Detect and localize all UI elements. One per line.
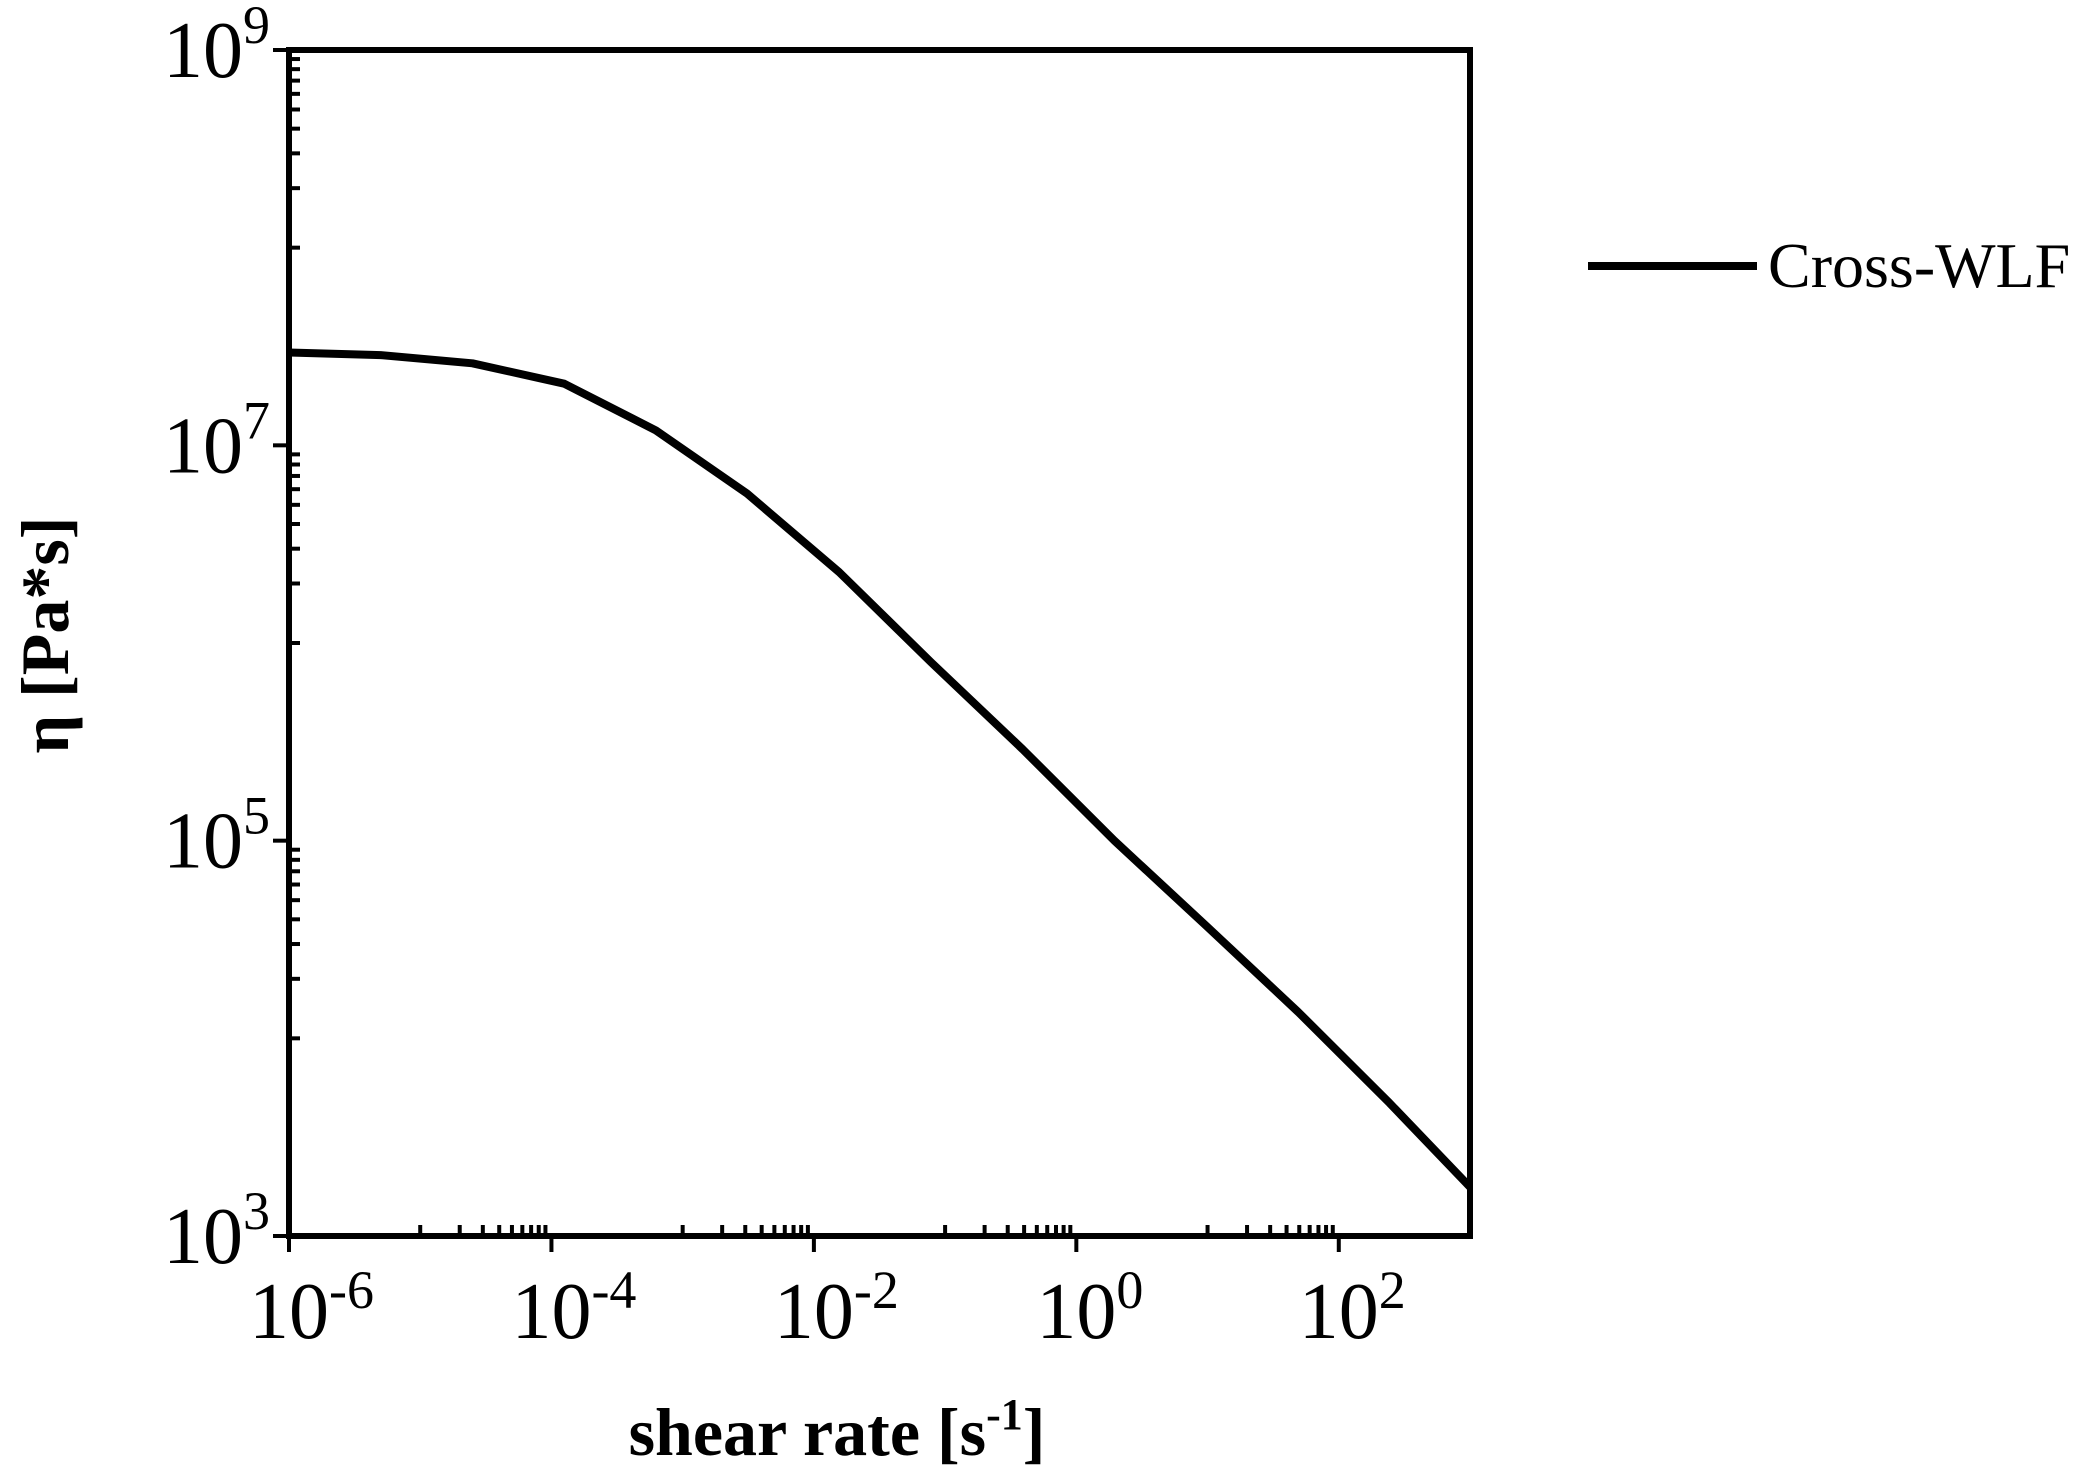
x-tick-label-exponent: -4 (591, 1260, 636, 1320)
x-tick-label-exponent: 2 (1379, 1260, 1406, 1320)
x-axis-title-text: shear rate [s (629, 1394, 987, 1470)
plot-series (288, 348, 1473, 1190)
plot-frame (286, 47, 1473, 1239)
x-tick-label: 10-2 (774, 1260, 899, 1356)
y-tick-label-exponent: 3 (243, 1181, 270, 1241)
x-tick-label-base: 10 (1036, 1268, 1116, 1356)
y-tick-label: 109 (163, 0, 270, 95)
x-tick-label: 10-4 (511, 1260, 636, 1356)
legend: Cross-WLF (1588, 230, 2070, 301)
x-tick-label: 100 (1036, 1260, 1143, 1356)
legend-label-cross-wlf: Cross-WLF (1768, 230, 2070, 301)
y-tick-label: 107 (163, 390, 270, 490)
x-tick-label-exponent: -6 (329, 1260, 374, 1320)
y-tick-label-base: 10 (163, 402, 243, 490)
x-axis-title-suffix: ] (1023, 1394, 1046, 1470)
y-tick-label-exponent: 7 (243, 390, 270, 450)
x-tick-label-base: 10 (511, 1268, 591, 1356)
x-tick-label-exponent: 0 (1116, 1260, 1143, 1320)
x-tick-label: 102 (1299, 1260, 1406, 1356)
x-tick-label-base: 10 (249, 1268, 329, 1356)
x-tick-label: 10-6 (249, 1260, 374, 1356)
y-tick-label-base: 10 (163, 7, 243, 95)
x-tick-label-base: 10 (774, 1268, 854, 1356)
y-tick-label-exponent: 5 (243, 786, 270, 846)
x-tick-label-exponent: -2 (854, 1260, 899, 1320)
y-tick-label: 105 (163, 786, 270, 886)
y-tick-label-base: 10 (163, 1193, 243, 1281)
x-axis-title-superscript: -1 (986, 1390, 1023, 1439)
x-tick-label-base: 10 (1299, 1268, 1379, 1356)
x-axis-title: shear rate [s-1] (629, 1390, 1046, 1470)
axis-ticks (273, 48, 1341, 1252)
series-line-cross-wlf (288, 348, 1473, 1190)
y-tick-label: 103 (163, 1181, 270, 1281)
y-axis-title: η [Pa*s] (7, 517, 83, 754)
y-tick-label-base: 10 (163, 798, 243, 886)
y-tick-label-exponent: 9 (243, 0, 270, 55)
